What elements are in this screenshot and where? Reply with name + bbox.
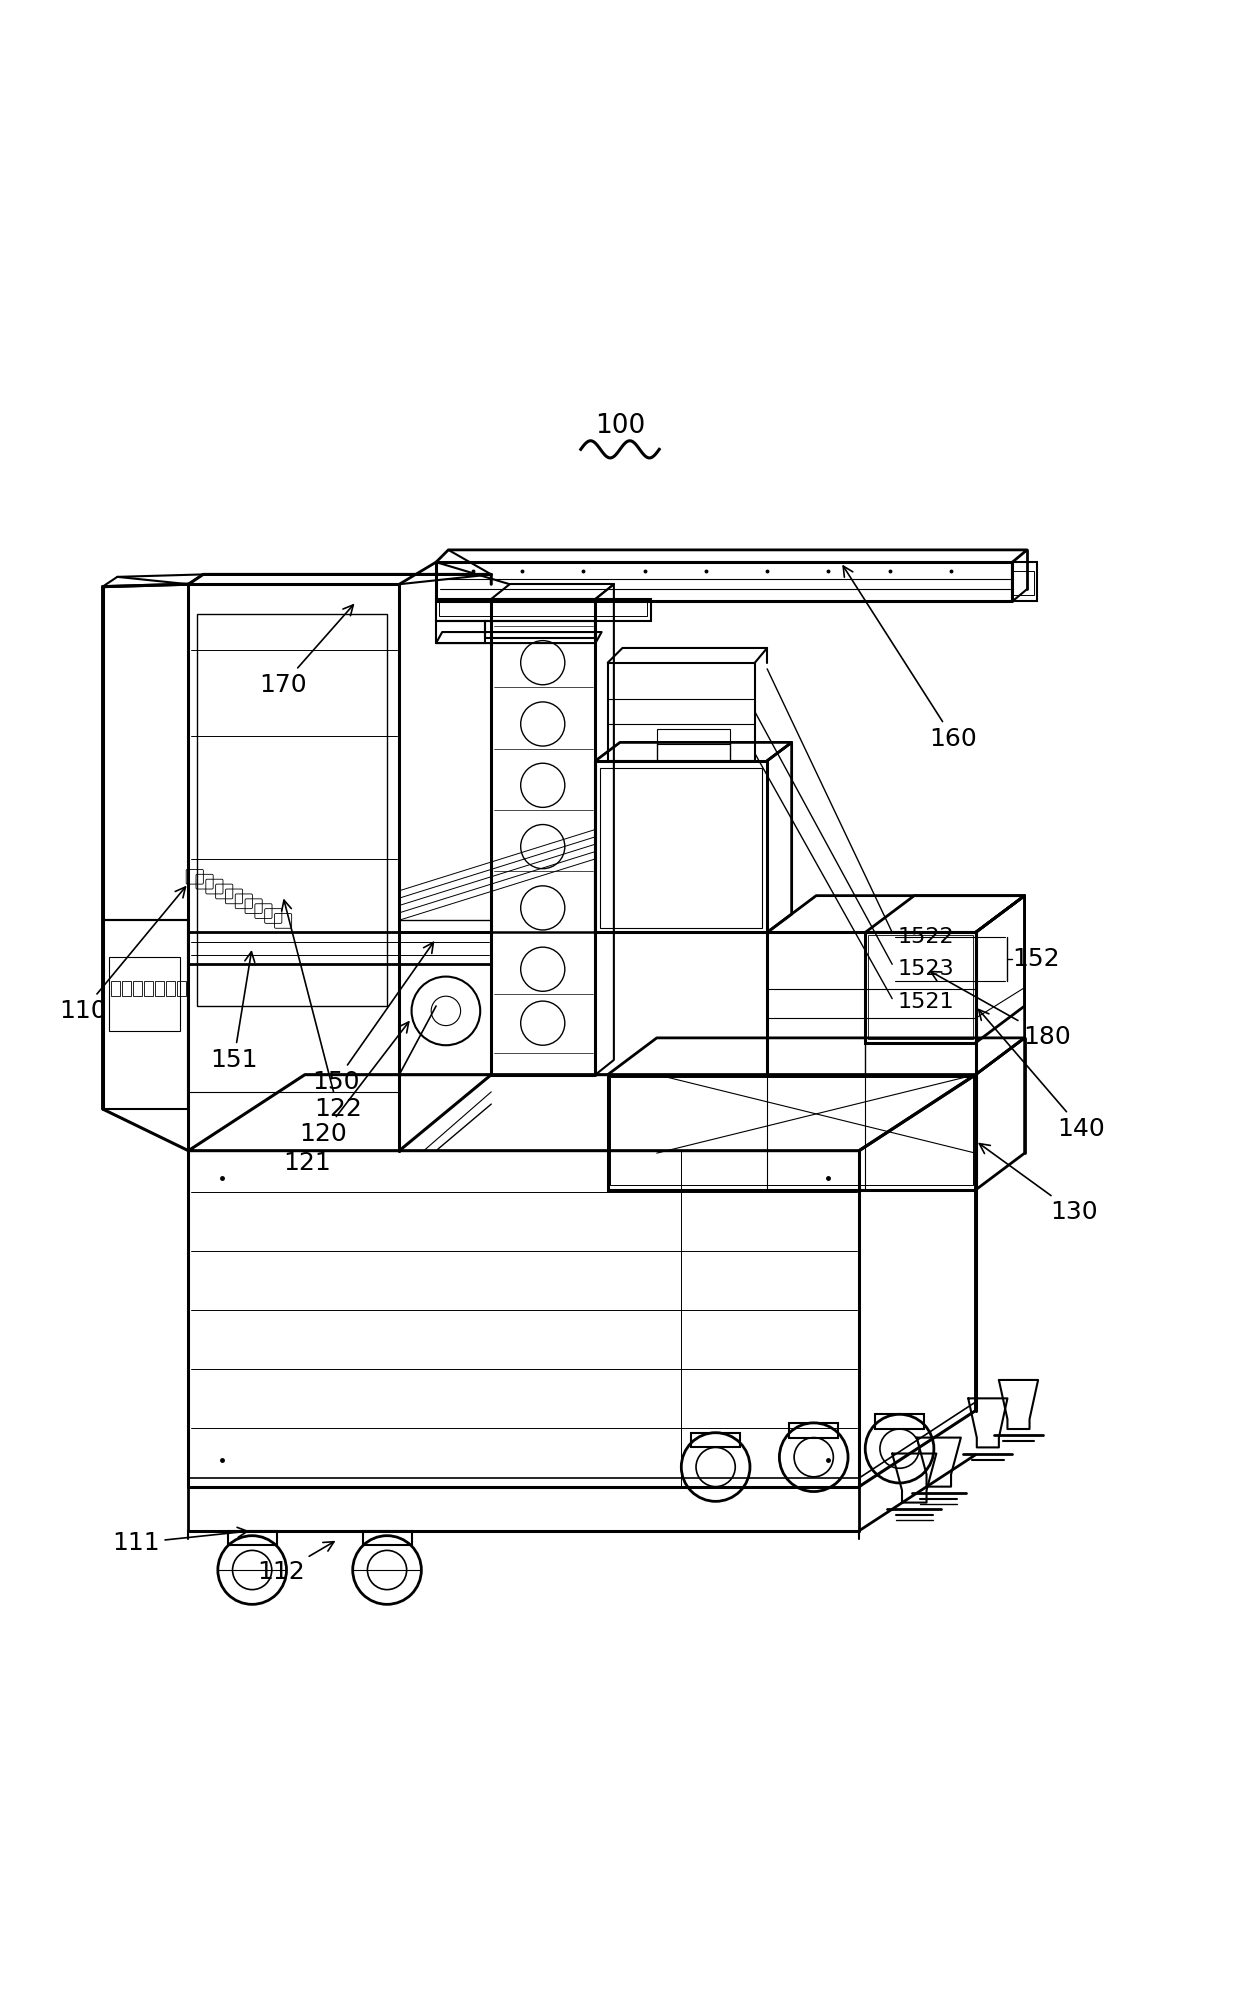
- Text: 160: 160: [843, 565, 977, 750]
- Bar: [439, 602, 647, 616]
- Bar: [657, 742, 730, 761]
- Bar: [657, 728, 730, 744]
- Text: 170: 170: [259, 606, 353, 696]
- Bar: [197, 614, 387, 1006]
- Bar: [103, 919, 188, 1109]
- Bar: [868, 936, 973, 1038]
- Bar: [610, 1076, 973, 1185]
- Text: 1521: 1521: [897, 992, 954, 1012]
- Text: 120: 120: [299, 1022, 409, 1145]
- Text: 122: 122: [281, 899, 362, 1121]
- Text: 151: 151: [210, 952, 258, 1072]
- Text: 130: 130: [980, 1143, 1097, 1223]
- Bar: [123, 982, 130, 996]
- Bar: [112, 982, 120, 996]
- Text: 1523: 1523: [897, 960, 954, 980]
- Bar: [362, 1531, 412, 1545]
- Bar: [789, 1422, 838, 1439]
- Bar: [1012, 561, 1037, 602]
- Bar: [436, 622, 485, 644]
- Text: 111: 111: [112, 1527, 248, 1555]
- Bar: [691, 1433, 740, 1447]
- Bar: [177, 982, 186, 996]
- Bar: [109, 958, 180, 1030]
- Bar: [436, 600, 651, 622]
- Bar: [155, 982, 164, 996]
- Text: 180: 180: [930, 972, 1070, 1048]
- Text: 112: 112: [258, 1541, 334, 1585]
- Bar: [600, 769, 763, 928]
- Bar: [485, 622, 595, 638]
- Text: 100: 100: [595, 412, 645, 439]
- Text: 1522: 1522: [897, 928, 954, 948]
- Text: 152: 152: [1012, 948, 1060, 972]
- Bar: [608, 662, 755, 761]
- Text: 140: 140: [978, 1010, 1105, 1141]
- Text: 121: 121: [284, 1151, 331, 1175]
- Bar: [1012, 571, 1034, 596]
- Text: 110: 110: [60, 887, 186, 1022]
- Bar: [166, 982, 175, 996]
- Text: 150: 150: [311, 942, 434, 1095]
- Bar: [144, 982, 153, 996]
- Bar: [875, 1414, 924, 1429]
- Bar: [228, 1531, 277, 1545]
- Bar: [133, 982, 141, 996]
